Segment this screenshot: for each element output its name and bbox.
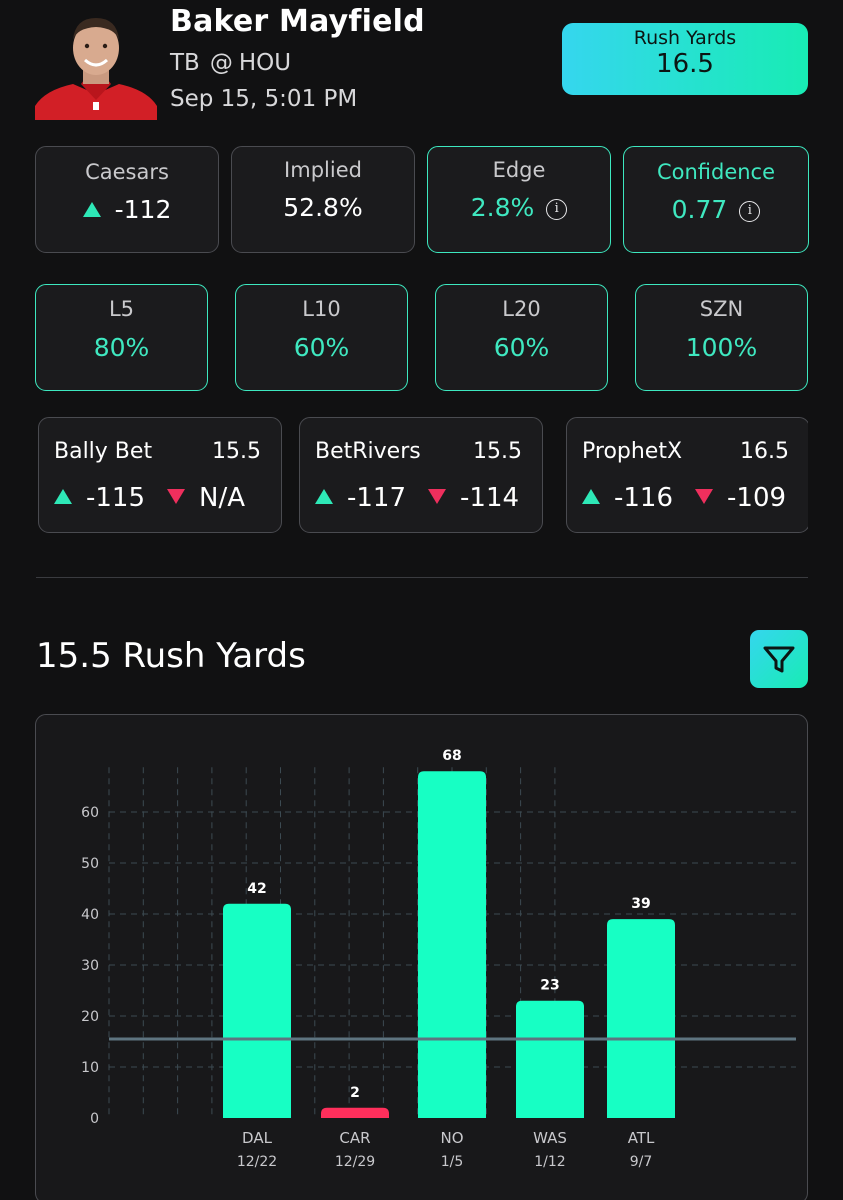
confidence-value-row: 0.77 i (624, 195, 808, 224)
bar-value-label: 39 (631, 896, 650, 912)
bar-no (418, 771, 486, 1118)
edge-value-row: 2.8% i (428, 193, 610, 222)
down-arrow-icon (167, 489, 186, 504)
edge-label: Edge (492, 158, 546, 182)
up-arrow-icon (582, 489, 600, 504)
under-odds: N/A (199, 483, 246, 513)
confidence-card: Confidence 0.77 i (623, 146, 809, 253)
sportsbook-line: 15.5 (212, 439, 261, 464)
range-value: 60% (493, 333, 550, 362)
at-symbol: @ (209, 50, 233, 76)
bar-value-label: 2 (350, 1085, 360, 1101)
implied-value: 52.8% (283, 193, 363, 222)
book-odds-card: Caesars -112 (35, 146, 219, 253)
bar-car (321, 1107, 389, 1118)
book-odds: -112 (36, 195, 218, 224)
down-arrow-icon (695, 489, 714, 504)
sportsbook-line: 15.5 (473, 439, 522, 464)
range-label: L5 (108, 297, 135, 321)
bar-value-label: 23 (540, 978, 559, 994)
range-card-szn[interactable]: SZN 100% (635, 284, 808, 391)
bar-was (516, 1000, 584, 1118)
info-icon[interactable]: i (546, 198, 568, 220)
y-tick-label: 20 (81, 1009, 99, 1025)
range-value: 80% (93, 333, 150, 362)
sportsbook-card[interactable]: ProphetX 16.5 -116 -109 (566, 417, 808, 533)
under-odds: -114 (460, 483, 520, 513)
bar-atl (607, 919, 675, 1118)
sportsbook-odds: -116 -109 (582, 483, 786, 513)
prop-line: 16.5 (656, 49, 714, 79)
sportsbook-name: BetRivers (315, 439, 421, 464)
chart-canvas: 0 10 20 30 40 50 60 42 DAL 12/22 2 CAR 12/29 68 NO 1/5 2… (81, 748, 796, 1170)
book-odds-value: -112 (114, 195, 172, 224)
x-tick-date: 12/22 (237, 1154, 277, 1170)
range-label: SZN (699, 297, 744, 321)
confidence-label: Confidence (656, 160, 776, 184)
opponent: HOU (238, 50, 292, 76)
player-name: Baker Mayfield (170, 4, 425, 39)
implied-card: Implied 52.8% (231, 146, 415, 253)
range-value: 60% (293, 333, 350, 362)
filter-button[interactable] (750, 630, 808, 688)
y-tick-label: 60 (81, 805, 99, 821)
x-tick-label: NO (440, 1129, 463, 1147)
bar-value-label: 42 (247, 881, 266, 897)
confidence-value: 0.77 (671, 195, 728, 224)
range-card-l5[interactable]: L5 80% (35, 284, 208, 391)
over-odds: -115 (86, 483, 146, 513)
book-label: Caesars (85, 160, 169, 184)
sportsbook-scroller[interactable]: Bally Bet 15.5 -115 N/A BetRivers 15.5 -1… (38, 417, 808, 537)
y-tick-label: 0 (90, 1111, 99, 1127)
x-tick-date: 1/5 (441, 1154, 464, 1170)
up-arrow-icon (54, 489, 72, 504)
y-tick-label: 10 (81, 1060, 99, 1076)
up-arrow-icon (82, 201, 101, 217)
y-tick-label: 50 (81, 856, 99, 872)
x-tick-label: WAS (533, 1129, 567, 1147)
x-tick-label: ATL (628, 1129, 655, 1147)
under-odds: -109 (727, 483, 787, 513)
up-arrow-icon (315, 489, 333, 504)
range-card-l10[interactable]: L10 60% (235, 284, 408, 391)
sportsbook-name: ProphetX (582, 439, 683, 464)
down-arrow-icon (428, 489, 447, 504)
sportsbook-name: Bally Bet (54, 439, 153, 464)
prop-selector[interactable]: Rush Yards 16.5 (562, 23, 808, 95)
sportsbook-odds: -115 N/A (54, 483, 245, 513)
info-icon[interactable]: i (739, 200, 761, 222)
bar-dal (223, 903, 291, 1118)
sportsbook-card[interactable]: Bally Bet 15.5 -115 N/A (38, 417, 282, 533)
range-label: L10 (302, 297, 341, 321)
section-title: 15.5 Rush Yards (36, 636, 306, 676)
y-tick-label: 40 (81, 907, 99, 923)
y-tick-label: 30 (81, 958, 99, 974)
player-avatar (35, 10, 157, 120)
sportsbook-line: 16.5 (740, 439, 789, 464)
bar-value-label: 68 (442, 748, 461, 764)
over-odds: -116 (614, 483, 674, 513)
game-time: Sep 15, 5:01 PM (170, 86, 358, 112)
implied-label: Implied (284, 158, 362, 182)
sportsbook-card[interactable]: BetRivers 15.5 -117 -114 (299, 417, 543, 533)
divider (36, 577, 808, 578)
prop-label: Rush Yards (633, 27, 737, 49)
filter-icon (763, 646, 795, 673)
team: TB (170, 50, 200, 76)
edge-card: Edge 2.8% i (427, 146, 611, 253)
rush-yards-chart: 0 10 20 30 40 50 60 42 DAL 12/22 2 CAR 12/29 68 NO 1/5 2… (35, 714, 808, 1200)
edge-value: 2.8% (470, 193, 535, 222)
x-tick-date: 1/12 (534, 1154, 565, 1170)
x-tick-label: DAL (242, 1129, 273, 1147)
over-odds: -117 (347, 483, 407, 513)
matchup: TB @ HOU (170, 50, 291, 76)
range-value: 100% (685, 333, 758, 362)
x-tick-date: 9/7 (630, 1154, 653, 1170)
sportsbook-odds: -117 -114 (315, 483, 519, 513)
x-tick-date: 12/29 (335, 1154, 375, 1170)
x-tick-label: CAR (339, 1129, 370, 1147)
range-label: L20 (502, 297, 541, 321)
range-card-l20[interactable]: L20 60% (435, 284, 608, 391)
